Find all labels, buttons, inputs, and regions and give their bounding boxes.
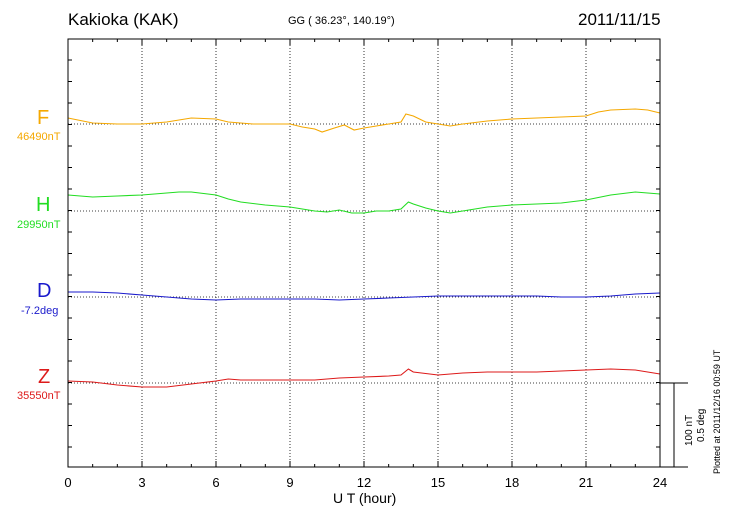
series-name-h: H (36, 194, 51, 216)
series-line-f (67, 108, 661, 133)
x-tick-label: 15 (431, 475, 445, 490)
x-tick-label: 9 (286, 475, 293, 490)
scale-deg-label: 0.5 deg (696, 408, 707, 442)
record-date: 2011/11/15 (578, 10, 661, 29)
x-tick-label: 3 (138, 475, 145, 490)
x-tick-label: 24 (653, 475, 667, 490)
series-baseline-d: -7.2deg (21, 305, 59, 317)
x-tick-label: 21 (579, 475, 593, 490)
series-baseline-z: 35550nT (17, 390, 61, 402)
x-axis-label: U T (hour) (333, 490, 397, 506)
x-tick-label: 0 (64, 475, 71, 490)
series-name-f: F (37, 107, 50, 129)
series-name-z: Z (38, 366, 51, 388)
grid-lines (141, 39, 587, 467)
scale-bar (660, 382, 688, 468)
x-tick-label: 18 (505, 475, 519, 490)
x-tick-label: 6 (212, 475, 219, 490)
series-line-h (67, 191, 661, 214)
series-lines (67, 108, 661, 388)
series-baseline-h: 29950nT (17, 219, 61, 231)
x-tick-label: 12 (357, 475, 371, 490)
series-line-d (68, 291, 661, 301)
series-line-z (67, 368, 661, 388)
scale-nt-label: 100 nT (684, 414, 695, 446)
station-title: Kakioka (KAK) (68, 10, 179, 29)
station-coords: GG ( 36.23°, 140.19°) (288, 15, 395, 27)
axis-ticks: 0 3 6 9 12 15 18 21 24 (64, 39, 667, 490)
series-name-d: D (37, 280, 52, 302)
series-baseline-f: 46490nT (17, 131, 61, 143)
plotted-timestamp: Plotted at 2011/12/16 00:59 UT (712, 349, 722, 474)
